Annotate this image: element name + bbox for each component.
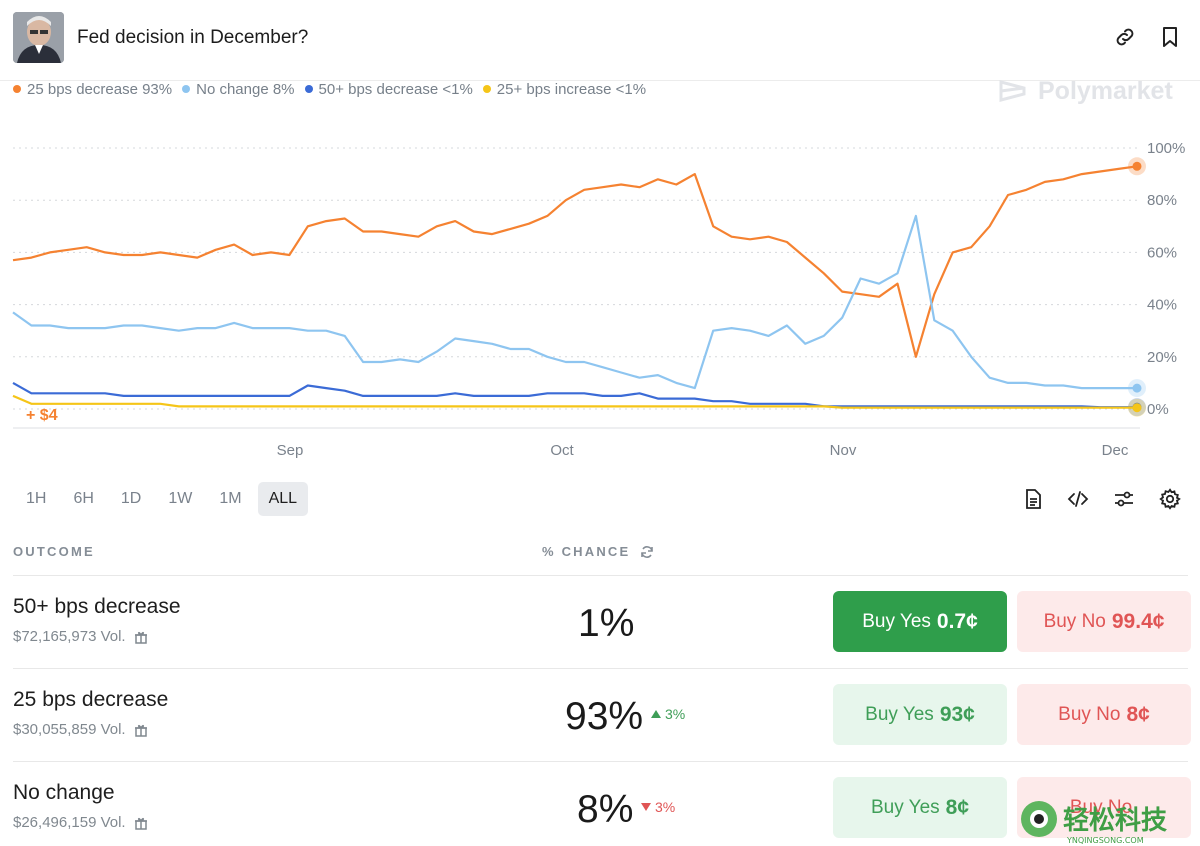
buy-no-label: Buy No (1043, 610, 1106, 632)
triangle-down-icon (641, 803, 651, 811)
row-divider (13, 761, 1188, 762)
legend-item: 25+ bps increase <1% (482, 80, 647, 98)
range-6h[interactable]: 6H (73, 490, 94, 507)
legend-dot (13, 85, 21, 93)
series-line (12, 394, 1137, 409)
market-avatar (13, 12, 64, 63)
buy-yes-price: 93¢ (939, 702, 975, 726)
polymarket-logo-icon (999, 80, 1026, 102)
volume-text: $26,496,159 Vol. (13, 814, 126, 831)
watermark-url-text: YNQINGSONG.COM (1066, 836, 1144, 845)
chance-header-label: % CHANCE (542, 544, 631, 559)
delta-text: 3% (665, 706, 686, 722)
series-line (12, 165, 1138, 358)
buy-no-label: Buy No (1058, 703, 1121, 725)
series-end-dot (1132, 403, 1142, 413)
polymarket-watermark: Polymarket (998, 74, 1173, 108)
range-1w[interactable]: 1W (168, 490, 193, 507)
row-divider (13, 575, 1188, 576)
watermark-cn-text: 轻松科技 (1063, 806, 1167, 836)
outcome-volume: $72,165,973 Vol. (13, 628, 148, 645)
site-watermark-logo: 轻松科技 YNQINGSONG.COM (1021, 801, 1167, 845)
delta-text: 3% (655, 799, 676, 815)
y-tick-label: 20% (1147, 349, 1177, 366)
watermark-text: Polymarket (1038, 76, 1173, 105)
embed-code-icon[interactable] (1067, 488, 1089, 510)
outcome-chance: 93% (565, 695, 644, 738)
volume-text: $72,165,973 Vol. (13, 628, 126, 645)
legend-dot (482, 85, 491, 93)
buy-yes-label: Buy Yes (865, 703, 934, 725)
price-history-chart[interactable]: 100% 80% 60% 40% 20% 0% Sep Oct Nov Dec + $4 (0, 110, 1200, 470)
volume-text: $30,055,859 Vol. (13, 721, 126, 738)
outcome-volume: $30,055,859 Vol. (13, 721, 148, 738)
filter-sliders-icon[interactable] (1113, 488, 1135, 510)
settings-gear-icon[interactable] (1159, 488, 1181, 510)
buy-yes-button[interactable]: Buy Yes 93¢ (833, 684, 1007, 745)
y-tick-label: 0% (1147, 401, 1169, 418)
buy-no-button[interactable]: Buy No 99.4¢ (1017, 591, 1191, 652)
legend-dot (304, 85, 313, 93)
outcome-volume: $26,496,159 Vol. (13, 814, 148, 831)
series-line (12, 214, 1137, 390)
range-1h[interactable]: 1H (26, 490, 47, 507)
chart-annotation: + $4 (26, 407, 58, 424)
range-1m[interactable]: 1M (219, 490, 242, 507)
legend-item: 50+ bps decrease <1% (304, 80, 473, 98)
y-tick-label: 40% (1147, 297, 1177, 314)
bookmark-icon[interactable] (1158, 25, 1182, 49)
buy-yes-label: Buy Yes (870, 796, 940, 818)
series-end-dot (1132, 161, 1142, 171)
x-tick-label: Sep (277, 442, 304, 459)
triangle-up-icon (651, 710, 661, 718)
legend-dot (182, 85, 191, 93)
refresh-icon[interactable] (640, 545, 654, 559)
x-tick-label: Oct (550, 442, 574, 459)
legend-item: 25 bps decrease 93% (13, 81, 172, 98)
gift-icon[interactable] (134, 723, 148, 737)
market-title: Fed decision in December? (77, 27, 309, 48)
series-end-dot (1132, 383, 1142, 393)
legend-label: No change 8% (196, 80, 295, 98)
buy-no-button[interactable]: Buy No 8¢ (1017, 684, 1191, 745)
buy-no-label: Buy No (1069, 796, 1133, 818)
buy-no-price: 99.4¢ (1111, 609, 1165, 633)
link-icon[interactable] (1113, 25, 1137, 49)
gift-icon[interactable] (134, 816, 148, 830)
series-line (12, 381, 1137, 409)
time-range-selector: 1H 6H 1D 1W 1M ALL (15, 482, 313, 516)
legend-item: No change 8% (182, 80, 295, 98)
chance-delta-down: 3% (641, 799, 675, 815)
outcome-chance: 1% (578, 602, 635, 645)
buy-yes-button[interactable]: Buy Yes 0.7¢ (833, 591, 1007, 652)
range-1d[interactable]: 1D (120, 490, 142, 507)
document-icon[interactable] (1022, 488, 1044, 510)
market-header: Fed decision in December? (0, 0, 1200, 81)
y-tick-label: 100% (1147, 140, 1185, 157)
range-all[interactable]: ALL (257, 482, 309, 516)
legend-label: 25+ bps increase <1% (496, 80, 647, 98)
x-tick-label: Dec (1102, 442, 1129, 459)
x-tick-label: Nov (830, 442, 857, 459)
legend-label: 25 bps decrease 93% (27, 80, 173, 98)
buy-yes-price: 0.7¢ (936, 609, 978, 633)
chance-delta-up: 3% (651, 706, 685, 722)
outcome-name: 25 bps decrease (13, 688, 169, 711)
gift-icon[interactable] (134, 630, 148, 644)
y-tick-label: 60% (1147, 244, 1177, 261)
outcome-column-header: OUTCOME (13, 544, 95, 559)
outcome-name: No change (13, 781, 115, 804)
buy-yes-label: Buy Yes (862, 610, 931, 632)
chance-column-header: % CHANCE (542, 544, 654, 559)
buy-yes-button[interactable]: Buy Yes 8¢ (833, 777, 1007, 838)
y-tick-label: 80% (1147, 192, 1177, 209)
outcome-name: 50+ bps decrease (13, 595, 181, 618)
chart-legend: 25 bps decrease 93% No change 8% 50+ bps… (13, 79, 656, 99)
row-divider (13, 668, 1188, 669)
outcome-chance: 8% (577, 788, 634, 831)
legend-label: 50+ bps decrease <1% (318, 80, 473, 98)
buy-no-price: 8¢ (1126, 702, 1150, 726)
buy-yes-price: 8¢ (945, 795, 970, 819)
